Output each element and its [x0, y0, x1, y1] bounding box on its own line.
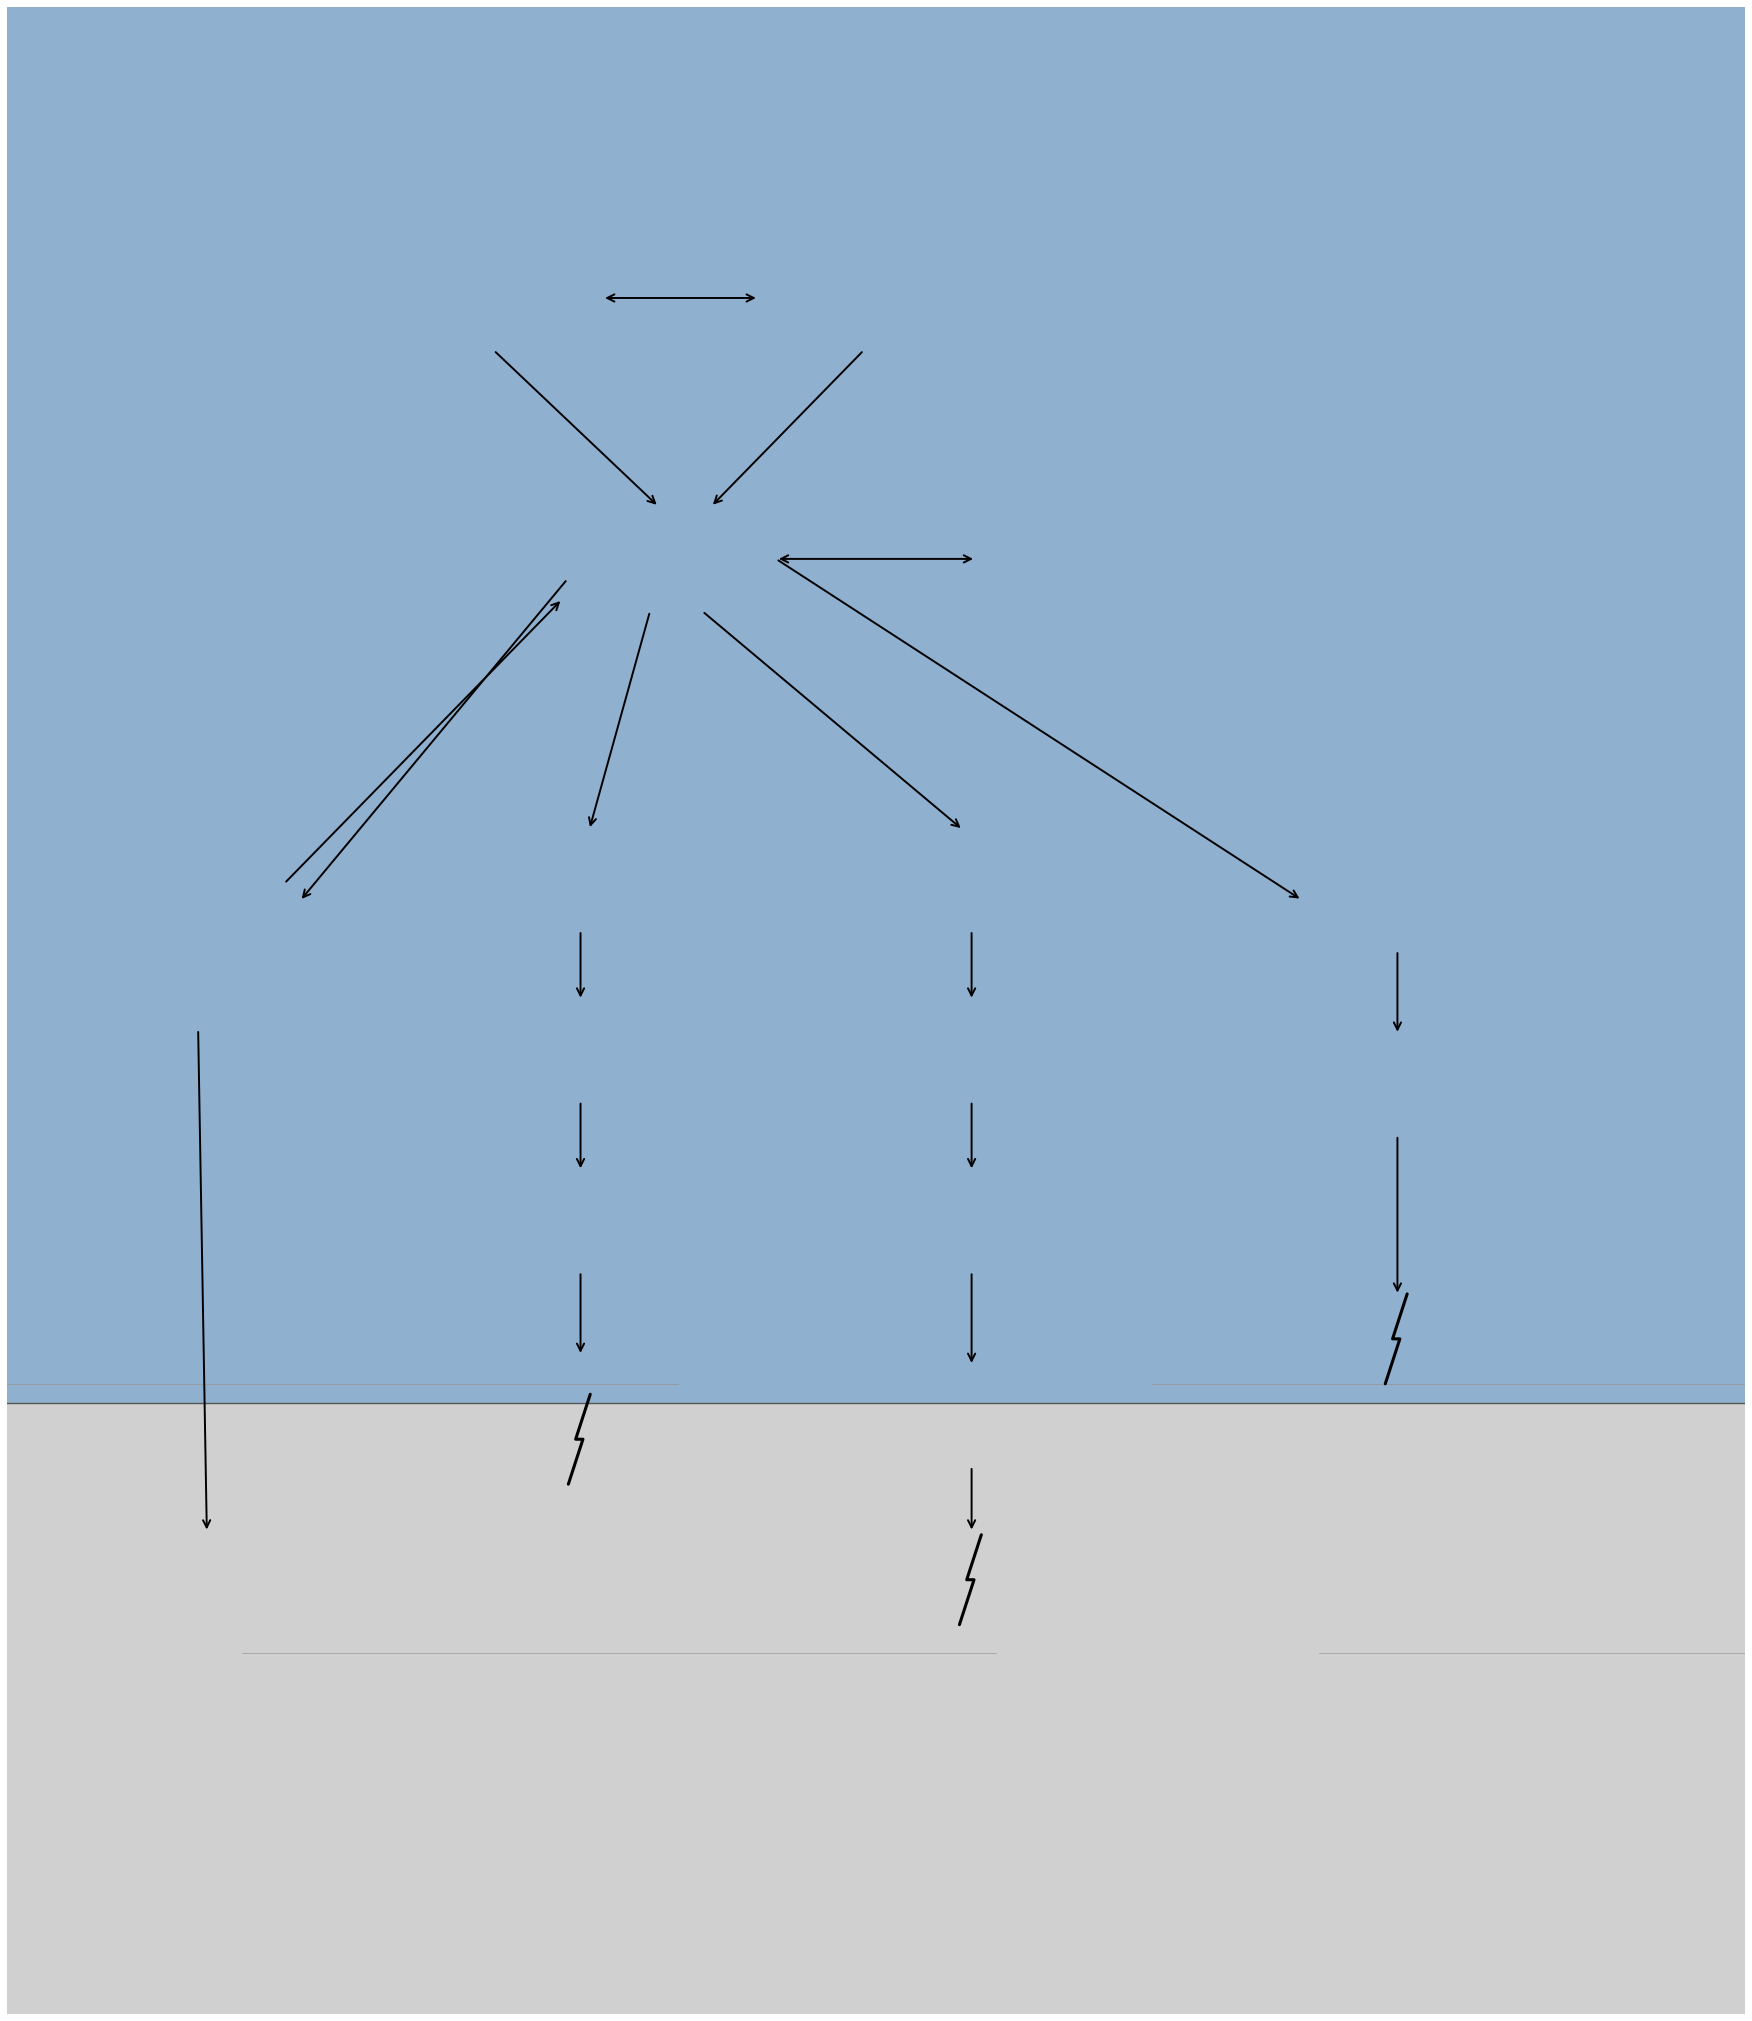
FancyBboxPatch shape: [872, 831, 1072, 930]
Ellipse shape: [1479, 960, 1515, 1043]
Ellipse shape: [128, 839, 207, 932]
Ellipse shape: [252, 839, 331, 932]
FancyBboxPatch shape: [872, 1170, 1072, 1271]
Text: 100: 100: [564, 1813, 597, 1831]
FancyBboxPatch shape: [1302, 851, 1493, 950]
Polygon shape: [0, 0, 1752, 513]
Ellipse shape: [675, 990, 715, 1112]
Text: 207: 207: [1540, 794, 1575, 812]
Ellipse shape: [503, 475, 1249, 643]
Text: 100: 100: [224, 1813, 259, 1831]
Ellipse shape: [456, 905, 706, 1219]
Ellipse shape: [1051, 469, 1261, 566]
Ellipse shape: [540, 487, 1212, 643]
Ellipse shape: [1275, 885, 1519, 1116]
Text: SIP Server: SIP Server: [843, 289, 927, 307]
FancyBboxPatch shape: [1302, 1035, 1493, 1136]
Ellipse shape: [1288, 901, 1507, 1116]
Text: Wibro
Network: Wibro Network: [1365, 1194, 1430, 1227]
FancyBboxPatch shape: [576, 507, 776, 610]
Ellipse shape: [832, 934, 1111, 1368]
FancyBboxPatch shape: [0, 0, 1752, 1382]
Text: GGSN: GGSN: [948, 871, 995, 889]
Ellipse shape: [191, 839, 268, 932]
Ellipse shape: [899, 918, 976, 1166]
Text: 205: 205: [1037, 1528, 1072, 1546]
Text: PDSN: PDSN: [557, 871, 603, 889]
Ellipse shape: [576, 869, 653, 1063]
Text: 100: 100: [1381, 1813, 1414, 1831]
Text: 300: 300: [1258, 378, 1295, 398]
Ellipse shape: [506, 869, 585, 1063]
Text: 100: 100: [955, 1813, 988, 1831]
Ellipse shape: [846, 964, 1097, 1368]
FancyBboxPatch shape: [480, 1170, 680, 1271]
Polygon shape: [0, 0, 1752, 534]
Ellipse shape: [771, 469, 981, 566]
Ellipse shape: [438, 869, 515, 1063]
Text: FIG. 1: FIG. 1: [830, 63, 922, 91]
Ellipse shape: [491, 469, 701, 566]
FancyBboxPatch shape: [872, 1366, 1072, 1465]
Ellipse shape: [65, 839, 144, 932]
Polygon shape: [0, 782, 1752, 2021]
Text: 201: 201: [98, 800, 131, 819]
Text: Node-B: Node-B: [941, 1407, 1002, 1425]
FancyBboxPatch shape: [0, 509, 1752, 2021]
Ellipse shape: [585, 469, 794, 566]
Ellipse shape: [958, 469, 1167, 566]
Text: IMS Core Network: IMS Core Network: [1051, 657, 1188, 673]
Ellipse shape: [967, 918, 1046, 1166]
Text: CDMA Network: CDMA Network: [524, 1376, 638, 1390]
Text: CSCF: CSCF: [653, 550, 699, 568]
Text: RNC: RNC: [953, 1213, 990, 1231]
Ellipse shape: [1127, 530, 1239, 588]
Ellipse shape: [865, 469, 1074, 566]
Ellipse shape: [829, 918, 906, 1166]
FancyBboxPatch shape: [480, 1000, 680, 1101]
Ellipse shape: [1065, 1073, 1107, 1229]
Ellipse shape: [1454, 877, 1522, 1008]
Text: BTS: BTS: [564, 1213, 597, 1231]
Ellipse shape: [1037, 918, 1114, 1166]
FancyBboxPatch shape: [0, 0, 1752, 1403]
Ellipse shape: [1272, 877, 1340, 1008]
Text: RAS: RAS: [1381, 1075, 1414, 1093]
Text: Application Server: Application Server: [356, 289, 510, 307]
Ellipse shape: [1279, 960, 1316, 1043]
Text: WCDMA Network: WCDMA Network: [906, 1613, 1037, 1627]
Text: 303: 303: [480, 519, 515, 538]
Text: 301: 301: [1284, 435, 1319, 453]
Ellipse shape: [1363, 877, 1431, 1008]
FancyBboxPatch shape: [872, 1000, 1072, 1101]
Text: Cable Internet: Cable Internet: [145, 924, 251, 938]
Text: 500: 500: [413, 158, 452, 178]
FancyBboxPatch shape: [480, 831, 680, 930]
FancyBboxPatch shape: [976, 507, 1158, 610]
FancyBboxPatch shape: [759, 247, 1011, 350]
Ellipse shape: [646, 869, 724, 1063]
Text: SGSN: SGSN: [948, 1041, 995, 1059]
Ellipse shape: [837, 1073, 878, 1229]
Text: ACR: ACR: [1381, 891, 1414, 909]
Text: HSS: HSS: [1049, 550, 1084, 568]
Text: 203: 203: [636, 1447, 671, 1465]
Ellipse shape: [445, 990, 487, 1112]
Text: 400: 400: [865, 158, 902, 178]
Ellipse shape: [513, 530, 625, 588]
Ellipse shape: [442, 881, 720, 1219]
Ellipse shape: [58, 849, 338, 1013]
Text: BSC: BSC: [564, 1041, 597, 1059]
FancyBboxPatch shape: [263, 247, 603, 350]
Ellipse shape: [678, 469, 887, 566]
